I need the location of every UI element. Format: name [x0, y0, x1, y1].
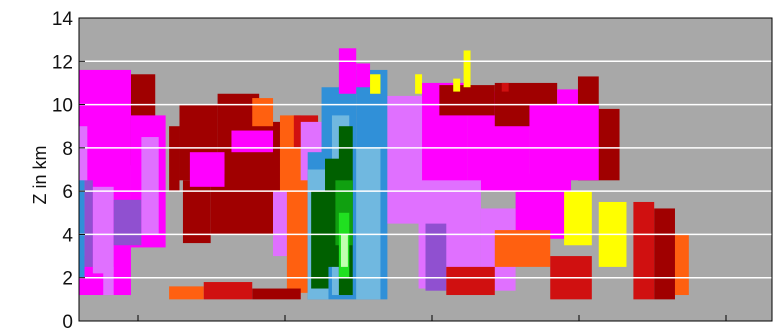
- data-cell: [141, 137, 159, 235]
- y-tick-label: 6: [62, 182, 73, 203]
- data-cell: [189, 152, 225, 187]
- y-tick-label: 4: [62, 225, 73, 246]
- y-tick-label: 10: [52, 96, 73, 117]
- data-cell: [286, 180, 308, 293]
- data-cell: [103, 266, 114, 296]
- data-cell: [415, 74, 423, 94]
- data-cell: [340, 234, 348, 267]
- data-cell: [92, 186, 114, 274]
- data-cell: [356, 147, 381, 300]
- data-cell: [203, 282, 253, 300]
- data-cell: [338, 48, 357, 94]
- y-tick-labels: 0 2 4 6 8 10 12 14: [52, 9, 74, 330]
- data-cell: [169, 286, 204, 300]
- data-cell: [231, 130, 274, 153]
- y-tick-label: 0: [62, 312, 73, 330]
- data-cell: [252, 288, 301, 300]
- y-tick-label: 14: [52, 9, 74, 30]
- data-cell: [311, 191, 329, 289]
- data-cell: [463, 50, 471, 88]
- data-cell: [113, 199, 142, 246]
- data-cell: [387, 95, 423, 224]
- y-tick-label: 2: [62, 269, 73, 290]
- y-axis-label: Z in km: [30, 145, 50, 204]
- data-cell: [564, 191, 592, 246]
- data-cell: [169, 126, 180, 192]
- data-cell: [439, 85, 495, 116]
- gridlines: [79, 60, 772, 279]
- axes-frame: [78, 17, 773, 322]
- y-tick-label: 8: [62, 139, 73, 160]
- data-cell: [446, 266, 495, 296]
- data-cell: [425, 223, 447, 291]
- data-cell: [577, 76, 599, 109]
- data-cell: [515, 173, 572, 239]
- data-cell: [79, 180, 85, 278]
- y-tick-label: 12: [52, 52, 73, 73]
- data-cell: [494, 230, 551, 267]
- data-cell: [182, 180, 211, 244]
- data-cell: [529, 104, 599, 181]
- data-cell: [654, 208, 675, 300]
- data-cell: [356, 63, 371, 88]
- data-cell: [453, 78, 461, 92]
- data-cell: [674, 234, 689, 296]
- data-cell: [252, 98, 274, 127]
- data-cell: [370, 74, 381, 94]
- data-cell: [84, 180, 93, 267]
- data-cell: [501, 82, 509, 92]
- axes: [78, 17, 773, 322]
- data-cell: [633, 201, 655, 300]
